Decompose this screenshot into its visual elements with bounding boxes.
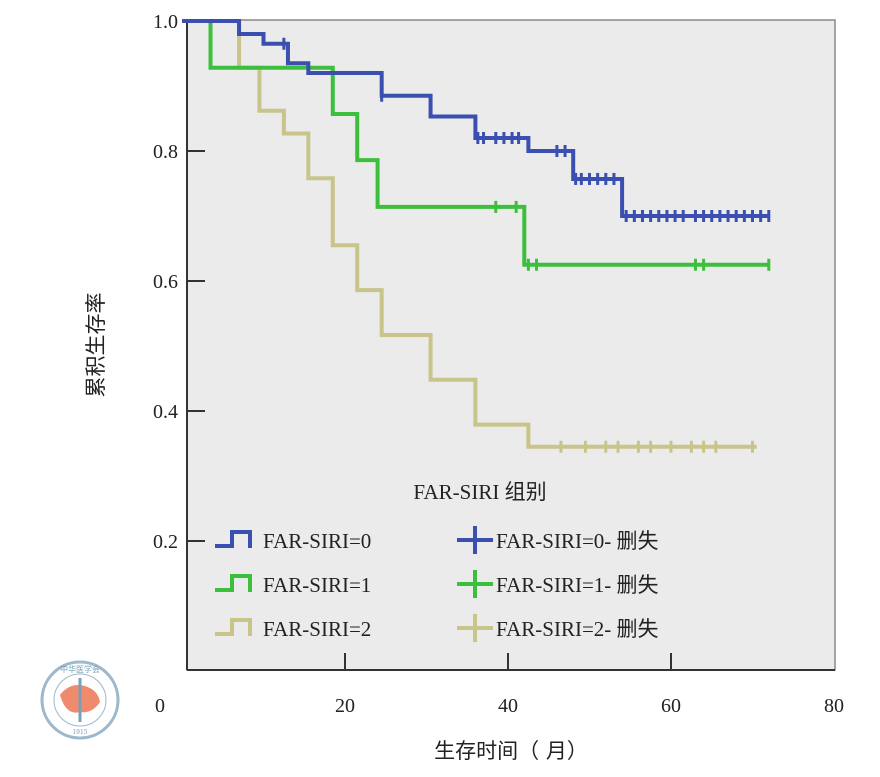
legend-title: FAR-SIRI 组别 bbox=[413, 480, 546, 504]
x-tick-label: 60 bbox=[661, 695, 681, 717]
cma-logo: 中华医学会 1915 bbox=[40, 660, 120, 740]
legend-step-icon bbox=[215, 618, 252, 636]
x-tick-label: 40 bbox=[498, 695, 518, 717]
survival-curve-FAR-SIRI=2 bbox=[182, 19, 757, 449]
legend-step-icon bbox=[215, 530, 252, 548]
legend-series-label: FAR-SIRI=0 bbox=[263, 529, 371, 553]
y-tick-label: 0.6 bbox=[153, 271, 178, 293]
legend-censor-label: FAR-SIRI=1- 删失 bbox=[496, 573, 659, 597]
legend-series-label: FAR-SIRI=1 bbox=[263, 573, 371, 597]
survival-curve-FAR-SIRI=0 bbox=[182, 19, 769, 218]
y-tick-label: 0.2 bbox=[153, 531, 178, 553]
svg-text:中华医学会: 中华医学会 bbox=[60, 664, 100, 674]
y-tick-label: 1.0 bbox=[153, 11, 178, 33]
x-axis-label: 生存时间（ 月） bbox=[434, 739, 588, 763]
y-tick-label: 0.8 bbox=[153, 141, 178, 163]
legend-series-label: FAR-SIRI=2 bbox=[263, 617, 371, 641]
svg-text:1915: 1915 bbox=[72, 729, 87, 736]
legend-censor-label: FAR-SIRI=2- 删失 bbox=[496, 617, 659, 641]
x-tick-label: 20 bbox=[335, 695, 355, 717]
x-tick-label: 0 bbox=[155, 695, 165, 717]
plot-area bbox=[186, 19, 836, 671]
x-tick-label: 80 bbox=[824, 695, 844, 717]
survival-curve-FAR-SIRI=1 bbox=[182, 19, 769, 267]
legend-censor-label: FAR-SIRI=0- 删失 bbox=[496, 529, 659, 553]
y-tick-label: 0.4 bbox=[153, 401, 178, 423]
y-axis-label: 累积生存率 bbox=[84, 293, 108, 398]
legend: FAR-SIRI 组别 FAR-SIRI=0 FAR-SIRI=0- 删失 FAR-… bbox=[215, 480, 659, 642]
legend-step-icon bbox=[215, 574, 252, 592]
